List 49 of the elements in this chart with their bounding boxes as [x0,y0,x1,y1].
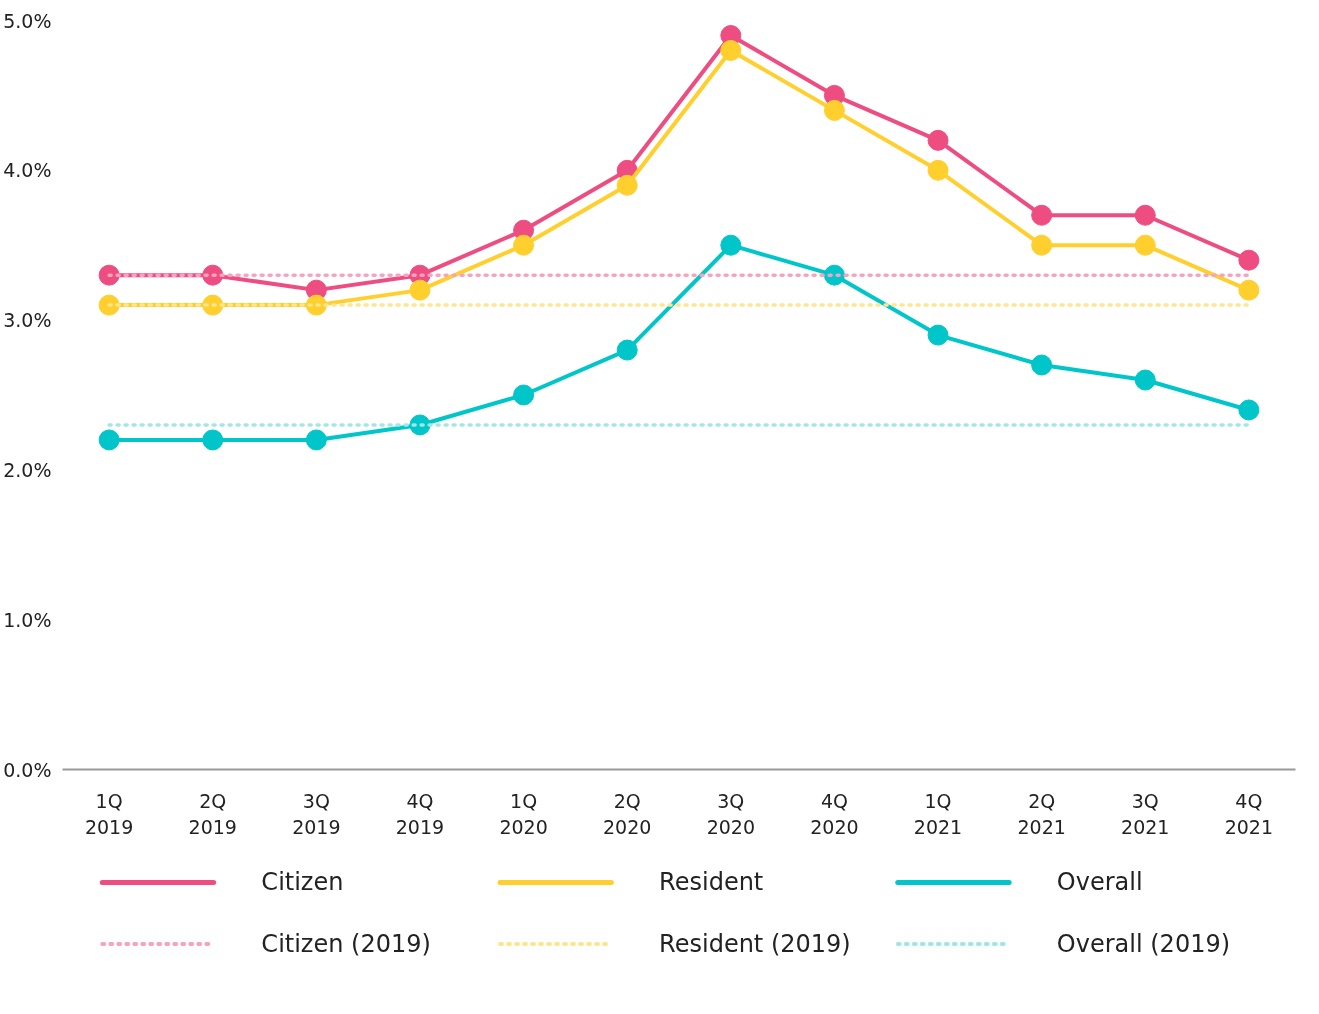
x-tick-label: 2Q 2020 [603,789,652,838]
point [616,174,638,196]
point [409,279,431,301]
x-tick-label: 4Q 2021 [1224,789,1274,838]
point [1238,249,1260,271]
point [927,129,949,151]
point [305,429,327,451]
y-tick-label: 0.0% [3,758,52,781]
point [1031,354,1053,376]
x-tick-label: 3Q 2020 [706,789,755,838]
x-tick-label: 1Q 2021 [913,789,963,838]
x-tick-label: 2Q 2021 [1017,789,1066,838]
point [513,234,535,256]
x-tick-label: 3Q 2019 [292,789,341,838]
point [1238,399,1260,421]
point [616,339,638,361]
point [1031,234,1053,256]
point [927,324,949,346]
legend-label: Citizen [261,868,344,897]
point [98,264,120,286]
point [720,39,742,61]
point [1134,369,1156,391]
x-tick-label: 2Q 2019 [188,789,237,838]
point [1031,204,1053,226]
y-tick-label: 5.0% [3,9,52,32]
x-tick-label: 3Q 2021 [1121,789,1170,838]
legend-label: Overall [1056,868,1143,897]
legend-label: Resident [659,868,764,897]
legend-label: Citizen (2019) [261,929,431,958]
legend-label: Resident (2019) [659,929,851,958]
point [927,159,949,181]
point [202,429,224,451]
x-tick-label: 4Q 2020 [810,789,859,838]
y-tick-label: 4.0% [3,159,52,182]
point [1238,279,1260,301]
point [823,99,845,121]
point [720,234,742,256]
point [1134,234,1156,256]
y-tick-label: 3.0% [3,309,52,332]
x-tick-label: 4Q 2019 [395,789,445,838]
point [98,429,120,451]
point [513,384,535,406]
x-tick-label: 1Q 2019 [84,789,134,838]
y-tick-label: 2.0% [3,458,52,481]
y-tick-label: 1.0% [3,608,52,631]
point [98,294,120,316]
x-tick-label: 1Q 2020 [499,789,548,838]
legend-label: Overall (2019) [1056,929,1231,958]
point [1134,204,1156,226]
